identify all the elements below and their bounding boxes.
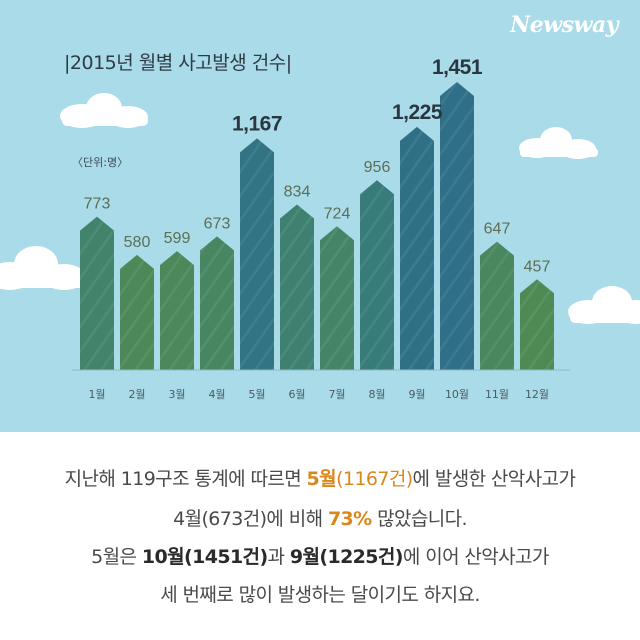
caption-text: 에 발생한 산악사고가: [412, 468, 576, 490]
bar-texture: [360, 180, 394, 370]
bar-texture: [320, 226, 354, 370]
x-tick-label: 9월: [408, 388, 425, 401]
caption-bold: 10월(1451건): [141, 546, 268, 568]
x-tick-label: 10월: [445, 388, 469, 401]
caption-highlight: 5월: [306, 468, 337, 490]
brand-logo: Newsway: [510, 12, 618, 38]
caption-line-1: 지난해 119구조 통계에 따르면 5월(1167건)에 발생한 산악사고가: [0, 464, 640, 491]
caption-bold: 9월(1225건): [289, 546, 404, 568]
caption-text: 많았습니다.: [371, 508, 467, 530]
value-label: 724: [324, 205, 351, 222]
value-label: 1,167: [232, 112, 282, 135]
bar-texture: [200, 236, 234, 370]
caption-highlight: 73%: [327, 508, 372, 530]
x-tick-label: 5월: [248, 388, 265, 401]
caption-line-3: 5월은 10월(1451건)과 9월(1225건)에 이어 산악사고가: [0, 542, 640, 569]
x-tick-label: 2월: [128, 388, 145, 401]
value-label: 457: [524, 258, 551, 275]
value-label: 834: [284, 183, 311, 200]
value-label: 647: [484, 221, 511, 238]
bar-texture: [520, 279, 554, 370]
bar-texture: [480, 241, 514, 370]
bar-texture: [400, 126, 434, 371]
caption-text: 지난해 119구조 통계에 따르면: [64, 468, 307, 490]
x-tick-label: 8월: [368, 388, 385, 401]
bar-texture: [240, 138, 274, 370]
bar-texture: [80, 216, 114, 370]
caption-text: 5월은: [91, 546, 142, 568]
value-label: 956: [364, 159, 391, 176]
caption-text: 과: [267, 546, 290, 568]
caption-line-2: 4월(673건)에 비해 73% 많았습니다.: [0, 504, 640, 531]
x-tick-label: 3월: [168, 388, 185, 401]
value-label: 580: [124, 234, 151, 251]
bar-texture: [160, 251, 194, 370]
cloud-left: [0, 246, 86, 290]
cloud-right-upper: [519, 127, 598, 159]
clouds: [0, 93, 640, 324]
x-tick-label: 7월: [328, 388, 345, 401]
value-label: 673: [204, 215, 231, 232]
x-tick-label: 4월: [208, 388, 225, 401]
value-label: 773: [84, 196, 111, 213]
caption-text: 4월(673건)에 비해: [173, 508, 328, 530]
caption-text: 에 이어 산악사고가: [402, 546, 550, 568]
x-tick-label: 11월: [485, 388, 509, 401]
bar-texture: [440, 82, 474, 370]
x-tick-label: 1월: [88, 388, 105, 401]
value-label: 1,451: [432, 56, 483, 79]
caption-highlight: (1167건): [336, 468, 413, 490]
chart-panel: 773 580 599 673 1,167 834 724 956 1,225 1,451 647 4…: [0, 0, 640, 432]
chart-title: |2015년 월별 사고발생 건수|: [64, 52, 292, 74]
value-label: 1,225: [392, 101, 443, 124]
caption-line-4: 세 번째로 많이 발생하는 달이기도 하지요.: [160, 584, 480, 606]
x-tick-label: 6월: [288, 388, 305, 401]
bar-chart: 773 580 599 673 1,167 834 724 956 1,225 1,451 647 4…: [0, 56, 640, 401]
x-tick-label: 12월: [525, 388, 549, 401]
caption-panel: 지난해 119구조 통계에 따르면 5월(1167건)에 발생한 산악사고가 4…: [0, 432, 640, 640]
cloud-top-left: [60, 93, 148, 128]
unit-label: 〈단위:명〉: [72, 156, 129, 169]
bar-texture: [120, 254, 154, 370]
value-label: 599: [164, 230, 191, 247]
bar-texture: [280, 204, 314, 370]
cloud-right-lower: [568, 286, 640, 324]
